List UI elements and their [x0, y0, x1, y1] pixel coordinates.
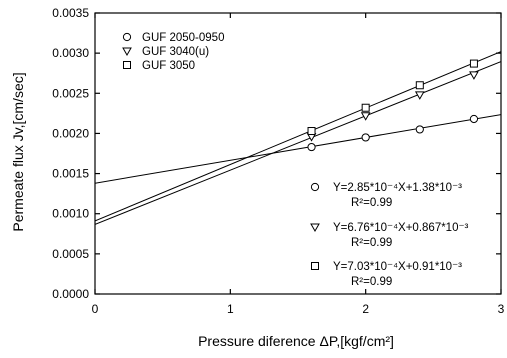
y-tick-label: 0.0010	[52, 207, 89, 221]
fit-r2-series-3: R²=0.99	[351, 276, 392, 288]
data-point-series-2	[360, 112, 371, 121]
data-point-series-2	[469, 71, 479, 80]
legend: GUF 2050-0950 GUF 3040(u) GUF 3050	[122, 32, 224, 72]
equation-marker-series-1	[310, 182, 320, 192]
data-point-series-1	[307, 142, 316, 152]
data-marks	[95, 51, 501, 225]
data-point-series-1	[469, 114, 479, 124]
x-axis-label: Pressure diference ΔP,[kgf/cm²]	[198, 333, 394, 349]
fit-r2-series-2: R²=0.99	[351, 237, 392, 249]
plot-frame	[94, 12, 502, 295]
x-tick-label: 2	[362, 302, 369, 316]
fit-equations: Y=2.85*10⁻⁴X+1.38*10⁻³ R²=0.99 Y=6.76*10⁻⁴…	[310, 182, 469, 288]
y-tick-label: 0.0000	[52, 287, 89, 301]
data-point-series-3	[307, 127, 316, 136]
x-tick-label: 0	[92, 302, 99, 316]
axis-ticks: 0.0000 0.0005 0.0010 0.0015 0.0020 0.0025 0.00…	[52, 6, 504, 316]
x-tick-label: 3	[498, 302, 505, 316]
fit-lines	[95, 51, 501, 225]
fit-line-series-2	[95, 61, 501, 225]
legend-label-series-3: GUF 3050	[142, 60, 195, 72]
data-point-series-2	[414, 91, 425, 100]
data-point-series-1	[415, 125, 424, 134]
y-tick-label: 0.0020	[52, 126, 89, 140]
plot-area	[94, 12, 502, 295]
fit-line-series-3	[95, 51, 501, 222]
fit-equation-series-1: Y=2.85*10⁻⁴X+1.38*10⁻³	[333, 182, 462, 194]
y-tick-label: 0.0015	[52, 167, 89, 181]
fit-equation-series-2: Y=6.76*10⁻⁴X+0.867*10⁻³	[333, 222, 469, 234]
equation-marker-series-3	[311, 262, 319, 270]
y-tick-label: 0.0005	[52, 247, 89, 261]
fit-r2-series-1: R²=0.99	[351, 197, 392, 209]
y-axis-label: Permeate flux Jv,[cm/sec]	[10, 72, 26, 231]
data-point-series-3	[415, 81, 424, 90]
data-point-series-1	[361, 133, 370, 142]
y-tick-label: 0.0035	[52, 6, 89, 20]
fit-equation-series-3: Y=7.03*10⁻⁴X+0.91*10⁻³	[333, 261, 462, 273]
equation-marker-series-2	[310, 223, 320, 233]
x-tick-label: 1	[227, 302, 234, 316]
fit-line-series-1	[95, 114, 501, 184]
legend-marker-series-3	[123, 61, 131, 69]
data-point-series-3	[469, 59, 478, 68]
legend-label-series-2: GUF 3040(u)	[142, 46, 209, 58]
data-point-series-3	[361, 103, 370, 112]
legend-marker-series-1	[122, 32, 132, 42]
legend-marker-series-2	[122, 47, 132, 57]
y-tick-label: 0.0025	[52, 86, 89, 100]
y-tick-label: 0.0030	[52, 46, 89, 60]
legend-label-series-1: GUF 2050-0950	[142, 32, 224, 44]
